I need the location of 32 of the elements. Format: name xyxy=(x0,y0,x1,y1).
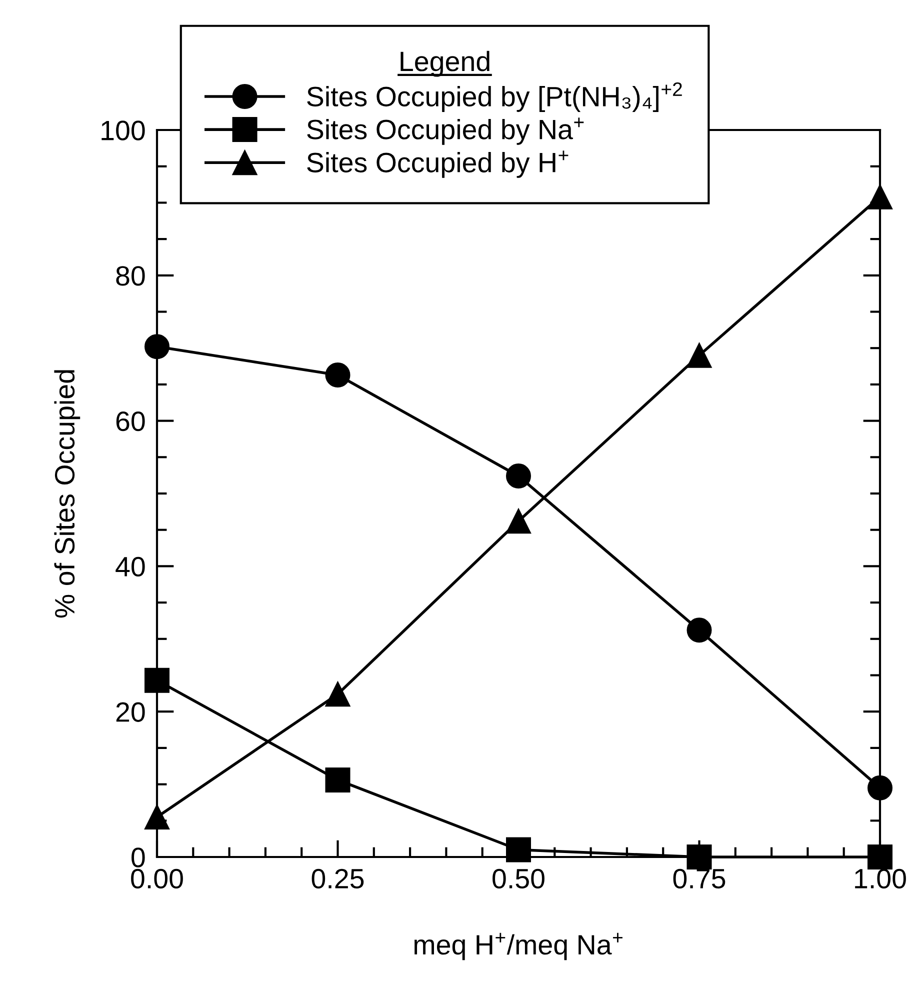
legend-label: Sites Occupied by [Pt(NH₃)₄]$^{+2}$ xyxy=(307,82,682,112)
point xyxy=(144,668,170,693)
y-axis-title: % of Sites Occupied xyxy=(54,370,80,618)
y-tick-label: 0 xyxy=(132,848,145,868)
x-tick-label: 1.00 xyxy=(855,868,906,889)
y-tick-label: 20 xyxy=(116,702,145,722)
y-tick-label: 80 xyxy=(116,266,145,286)
x-tick-label: 0.75 xyxy=(673,868,726,889)
legend-label: Sites Occupied by Na$^{+}$ xyxy=(307,118,584,145)
x-tick-label: 0.00 xyxy=(131,868,183,889)
point xyxy=(325,362,350,388)
legend-label: Sites Occupied by H$^{+}$ xyxy=(307,150,568,178)
point xyxy=(686,618,712,643)
x-tick-label: 0.25 xyxy=(312,868,364,889)
point xyxy=(868,844,892,870)
y-tick-label: 100 xyxy=(102,120,145,140)
point xyxy=(144,804,170,830)
y-tick-label: 40 xyxy=(116,556,145,577)
x-tick-label: 0.50 xyxy=(492,868,544,889)
point xyxy=(325,682,350,707)
point xyxy=(686,342,712,368)
point xyxy=(506,508,531,534)
point xyxy=(506,837,531,862)
point xyxy=(144,334,170,360)
legend-title: Legend xyxy=(400,50,490,77)
point xyxy=(325,767,350,792)
point xyxy=(506,464,531,489)
point xyxy=(868,775,892,800)
y-tick-label: 60 xyxy=(116,411,145,432)
x-axis-title: meq H$^{+}$/meq Na$^{+}$ xyxy=(414,932,622,960)
point xyxy=(868,184,892,210)
point xyxy=(686,844,712,870)
